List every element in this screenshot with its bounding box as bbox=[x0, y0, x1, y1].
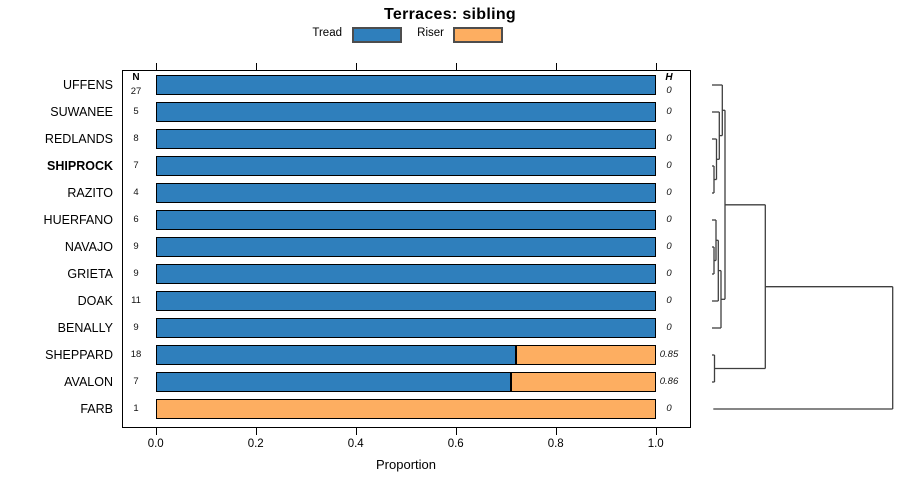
x-tick-label: 0.2 bbox=[247, 438, 264, 450]
x-tick-label: 0.6 bbox=[447, 438, 464, 450]
row-label-sheppard: SHEPPARD bbox=[45, 348, 113, 362]
n-value: 5 bbox=[133, 106, 139, 117]
tick-bottom bbox=[255, 428, 257, 435]
tick-top bbox=[255, 63, 257, 70]
row-label-razito: RAZITO bbox=[67, 186, 113, 200]
x-tick-label: 0.8 bbox=[547, 438, 564, 450]
n-value: 27 bbox=[130, 86, 142, 97]
h-value: 0 bbox=[666, 295, 672, 306]
bar-segment-tread bbox=[155, 129, 656, 149]
x-tick-label: 0.4 bbox=[347, 438, 364, 450]
tick-top bbox=[355, 63, 357, 70]
tick-bottom bbox=[155, 428, 157, 435]
row-label-benally: BENALLY bbox=[57, 321, 113, 335]
row-label-farb: FARB bbox=[80, 402, 113, 416]
n-value: 7 bbox=[133, 160, 139, 171]
bar-segment-tread bbox=[155, 156, 656, 176]
row-label-uffens: UFFENS bbox=[63, 78, 113, 92]
bar-segment-riser bbox=[155, 399, 656, 419]
legend-label-riser: Riser bbox=[417, 27, 444, 39]
bar-segment-tread bbox=[155, 345, 516, 365]
n-value: 18 bbox=[130, 349, 142, 360]
n-value: 7 bbox=[133, 376, 139, 387]
n-value: 9 bbox=[133, 241, 139, 252]
tick-top bbox=[655, 63, 657, 70]
n-column-header: N bbox=[132, 72, 140, 83]
h-value: 0 bbox=[666, 403, 672, 414]
bar-segment-riser bbox=[515, 345, 656, 365]
chart-title: Terraces: sibling bbox=[384, 6, 516, 23]
h-column-header: H bbox=[665, 72, 673, 83]
bar-segment-tread bbox=[155, 318, 656, 338]
x-axis-label: Proportion bbox=[376, 457, 436, 472]
row-label-grieta: GRIETA bbox=[67, 267, 113, 281]
h-value: 0 bbox=[666, 85, 672, 96]
tick-top bbox=[555, 63, 557, 70]
bar-segment-tread bbox=[155, 210, 656, 230]
bar-segment-tread bbox=[155, 183, 656, 203]
h-value: 0 bbox=[666, 268, 672, 279]
h-value: 0 bbox=[666, 214, 672, 225]
row-label-huerfano: HUERFANO bbox=[43, 213, 113, 227]
h-value: 0 bbox=[666, 160, 672, 171]
row-label-redlands: REDLANDS bbox=[44, 132, 113, 146]
h-value: 0 bbox=[666, 322, 672, 333]
bar-segment-tread bbox=[155, 75, 656, 95]
h-value: 0 bbox=[666, 241, 672, 252]
h-value: 0.86 bbox=[659, 376, 679, 387]
x-tick-label: 1.0 bbox=[647, 438, 664, 450]
row-label-suwanee: SUWANEE bbox=[50, 105, 113, 119]
bar-segment-riser bbox=[510, 372, 656, 392]
legend-label-tread: Tread bbox=[312, 27, 342, 39]
bar-segment-tread bbox=[155, 102, 656, 122]
bar-segment-tread bbox=[155, 291, 656, 311]
row-label-doak: DOAK bbox=[77, 294, 113, 308]
row-label-shiprock: SHIPROCK bbox=[47, 159, 113, 173]
tick-bottom bbox=[455, 428, 457, 435]
tick-bottom bbox=[555, 428, 557, 435]
bar-segment-tread bbox=[155, 237, 656, 257]
h-value: 0 bbox=[666, 187, 672, 198]
bar-segment-tread bbox=[155, 372, 511, 392]
n-value: 8 bbox=[133, 133, 139, 144]
tick-top bbox=[155, 63, 157, 70]
tick-bottom bbox=[355, 428, 357, 435]
n-value: 1 bbox=[133, 403, 139, 414]
tick-bottom bbox=[655, 428, 657, 435]
n-value: 6 bbox=[133, 214, 139, 225]
h-value: 0 bbox=[666, 133, 672, 144]
row-label-navajo: NAVAJO bbox=[64, 240, 113, 254]
h-value: 0.85 bbox=[659, 349, 679, 360]
legend-swatch-tread bbox=[352, 27, 402, 43]
h-value: 0 bbox=[666, 106, 672, 117]
n-value: 11 bbox=[131, 295, 141, 306]
n-value: 9 bbox=[133, 322, 139, 333]
n-value: 4 bbox=[133, 187, 139, 198]
n-value: 9 bbox=[133, 268, 139, 279]
legend-swatch-riser bbox=[453, 27, 503, 43]
row-label-avalon: AVALON bbox=[64, 375, 113, 389]
x-tick-label: 0.0 bbox=[147, 438, 164, 450]
tick-top bbox=[455, 63, 457, 70]
bar-segment-tread bbox=[155, 264, 656, 284]
